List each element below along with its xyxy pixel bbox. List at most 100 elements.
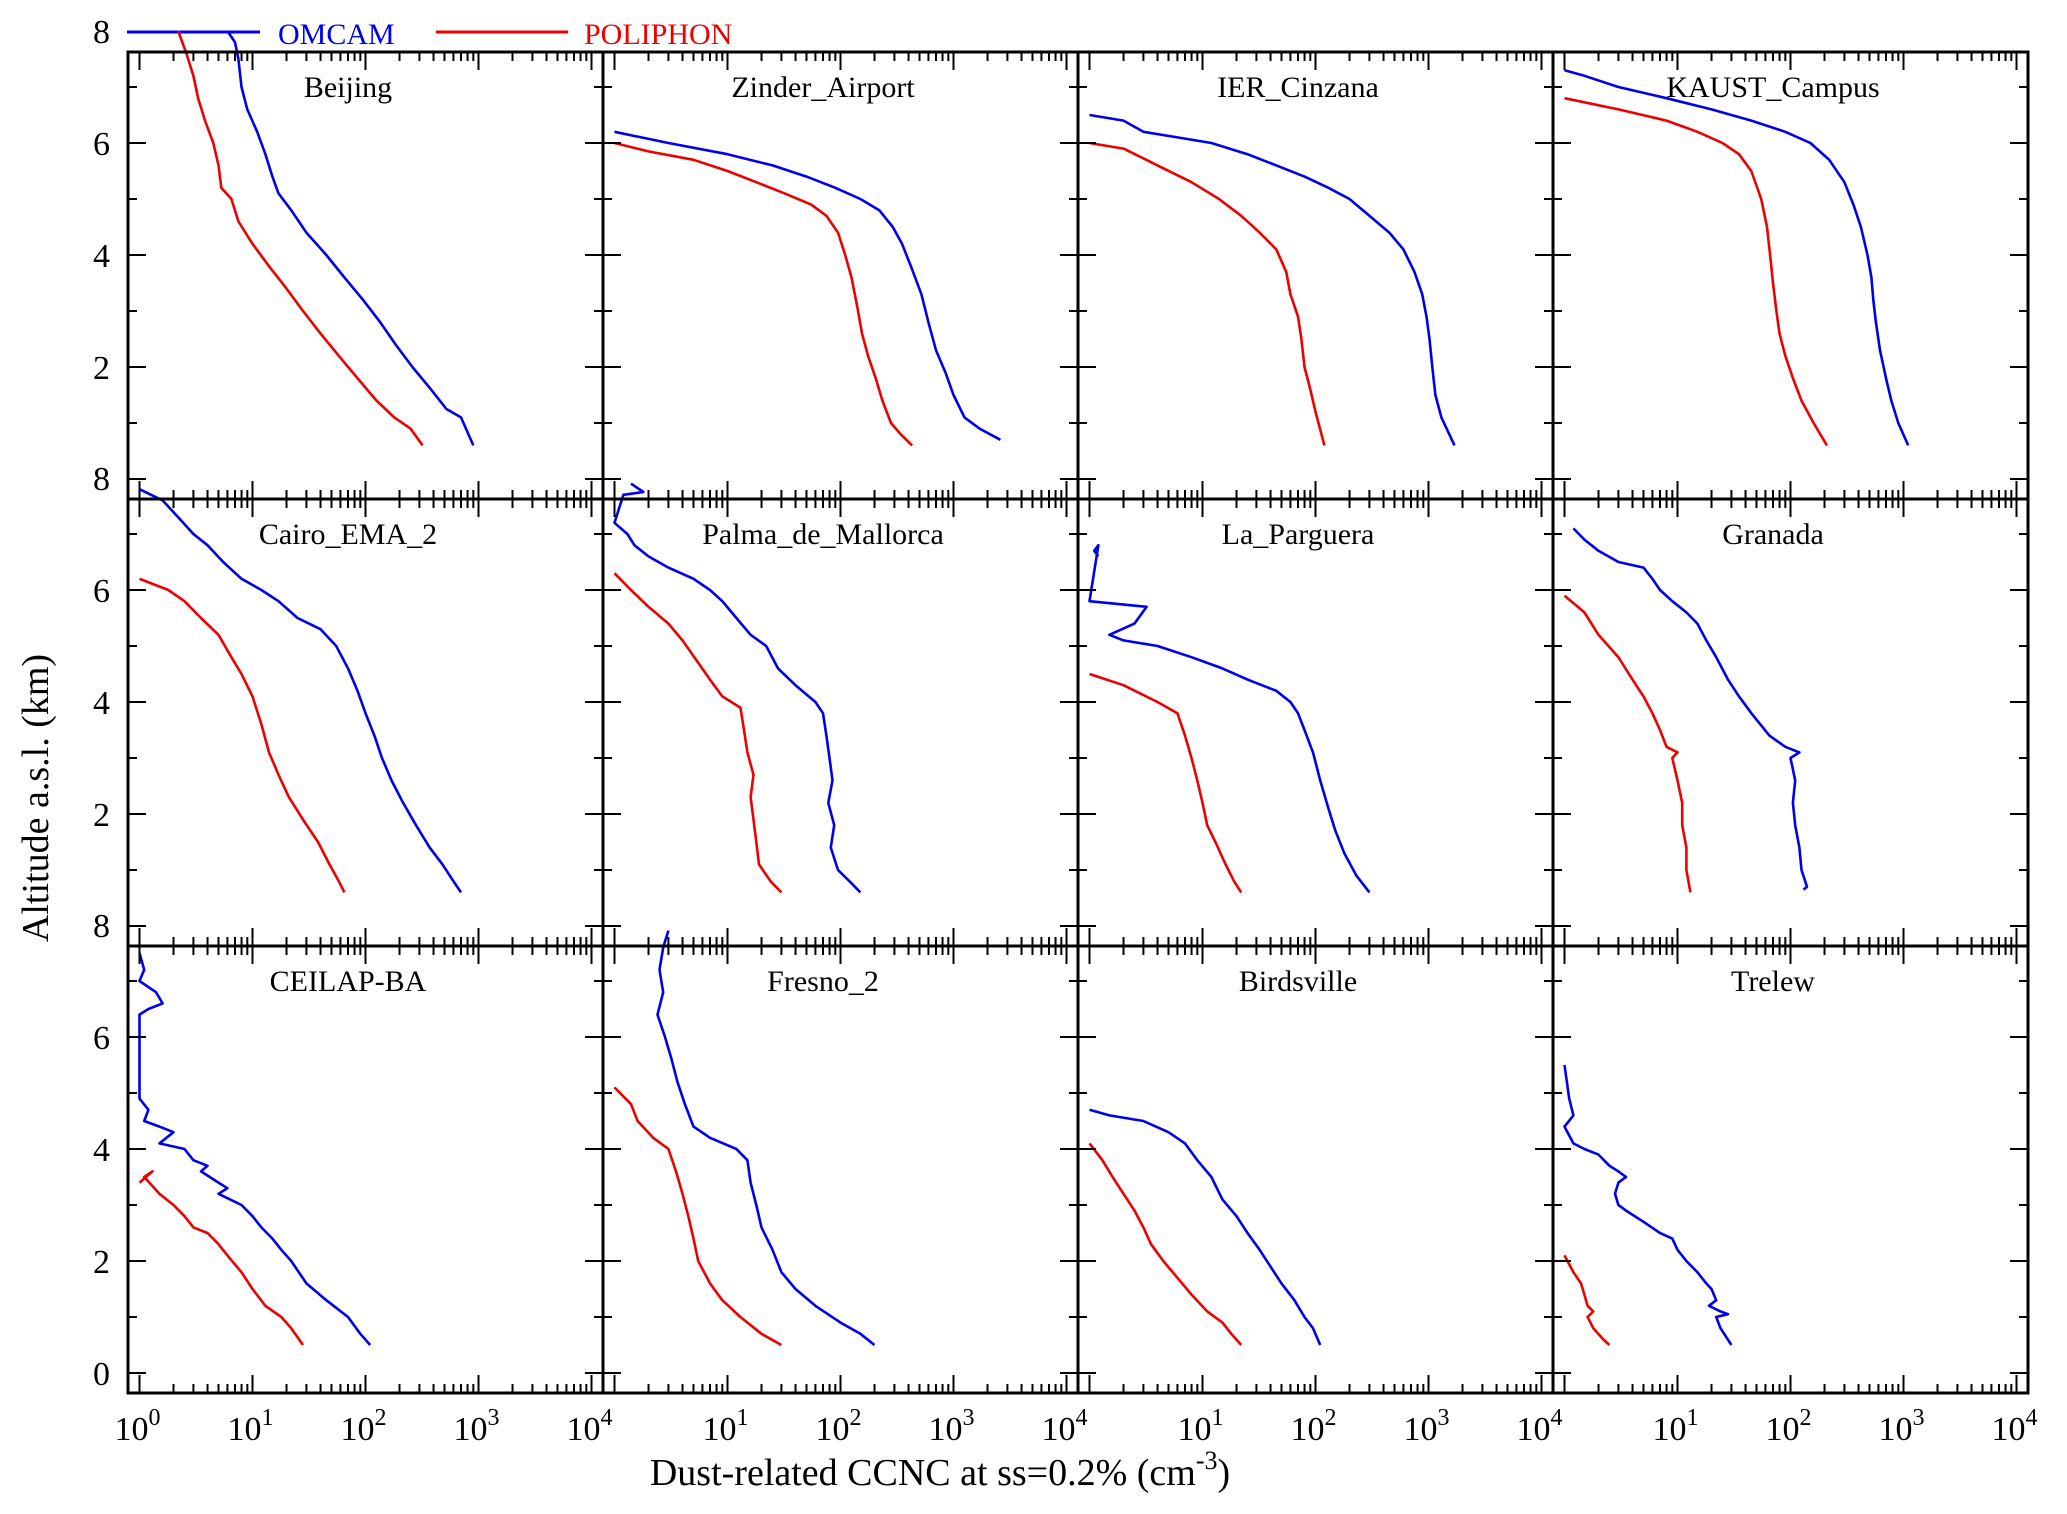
panel-title: Birdsville (1239, 965, 1357, 998)
series-omcam (1089, 1108, 1322, 1346)
legend-omcam-label: OMCAM (278, 18, 395, 51)
x-tick-base: 10 (1653, 1411, 1687, 1448)
series-omcam (613, 482, 862, 894)
x-tick-exp: 3 (1913, 1405, 1925, 1431)
x-tick-base: 10 (228, 1411, 262, 1448)
x-tick-label: 103 (1879, 1405, 1925, 1448)
series-omcam (614, 130, 1002, 441)
panel-title: Beijing (304, 71, 392, 104)
x-tick-base: 10 (454, 1411, 488, 1448)
x-axis-title-main: Dust-related CCNC at ss=0.2% (cm (650, 1452, 1196, 1494)
x-tick-label: 102 (1766, 1405, 1812, 1448)
series-poliphon (138, 1170, 305, 1346)
panel-title: Cairo_EMA_2 (259, 518, 437, 551)
series-poliphon (1089, 672, 1243, 894)
panel-title: Palma_de_Mallorca (702, 518, 944, 551)
x-tick-exp: 1 (1212, 1405, 1224, 1431)
legend: OMCAM POLIPHON (127, 18, 732, 51)
x-axis-title-sup: -3 (1196, 1446, 1218, 1475)
series-omcam (226, 30, 475, 446)
x-tick-label: 101 (1178, 1405, 1224, 1448)
x-tick-label: 104 (1042, 1405, 1088, 1448)
series-omcam (138, 952, 372, 1346)
x-tick-label: 103 (929, 1405, 975, 1448)
x-tick-exp: 1 (262, 1405, 274, 1431)
x-tick-exp: 3 (488, 1405, 500, 1431)
x-tick-label: 104 (567, 1405, 613, 1448)
x-tick-exp: 2 (850, 1405, 862, 1431)
panel-title: Zinder_Airport (731, 71, 915, 104)
y-tick-label: 4 (93, 685, 110, 722)
panels: Beijing Zinder_Airport IER_Cinzana KAUST_Ca… (126, 30, 2030, 1395)
x-tick-base: 10 (1517, 1411, 1551, 1448)
x-tick-exp: 4 (1551, 1405, 1563, 1431)
x-tick-label: 101 (703, 1405, 749, 1448)
panel-frame (1551, 944, 2030, 1395)
panel-title: Fresno_2 (767, 965, 879, 998)
x-tick-exp: 2 (375, 1405, 387, 1431)
series-poliphon (1563, 594, 1692, 893)
series-poliphon (1088, 1142, 1243, 1346)
panel-trelew: Trelew (1551, 944, 2030, 1395)
x-tick-base: 10 (1879, 1411, 1913, 1448)
panel-title: Granada (1722, 518, 1824, 551)
y-tick-label: 2 (93, 350, 110, 387)
panel-title: IER_Cinzana (1217, 71, 1379, 104)
x-tick-label: 102 (341, 1405, 387, 1448)
x-tick-base: 10 (1992, 1411, 2026, 1448)
series-poliphon (1564, 96, 1829, 447)
panel-title: Trelew (1731, 965, 1815, 998)
y-tick-label: 4 (93, 1132, 110, 1169)
panel-title: CEILAP-BA (270, 965, 427, 998)
x-tick-exp: 4 (601, 1405, 613, 1431)
y-tick-label: 6 (93, 126, 110, 163)
x-tick-exp: 1 (1687, 1405, 1699, 1431)
panel-palma-de-mallorca: Palma_de_Mallorca (601, 482, 1080, 948)
y-tick-label: 0 (93, 1356, 110, 1393)
x-tick-exp: 1 (737, 1405, 749, 1431)
x-axis-title: Dust-related CCNC at ss=0.2% (cm-3) (650, 1446, 1230, 1494)
y-tick-label: 6 (93, 1020, 110, 1057)
series-poliphon (1563, 1254, 1611, 1346)
series-omcam (1089, 113, 1456, 446)
x-tick-base: 10 (1766, 1411, 1800, 1448)
series-omcam (1572, 527, 1809, 891)
y-tick-label: 8 (93, 908, 110, 945)
x-tick-label: 102 (816, 1405, 862, 1448)
x-tick-base: 10 (1042, 1411, 1076, 1448)
y-tick-label: 6 (93, 573, 110, 610)
panel-title: La_Parguera (1222, 518, 1375, 551)
x-tick-base: 10 (115, 1411, 149, 1448)
y-tick-label: 2 (93, 1244, 110, 1281)
x-axis-title-close: ) (1217, 1452, 1230, 1494)
y-tick-label: 8 (93, 14, 110, 51)
x-tick-base: 10 (816, 1411, 850, 1448)
x-tick-base: 10 (1178, 1411, 1212, 1448)
y-tick-label: 4 (93, 238, 110, 275)
x-tick-label: 103 (1404, 1405, 1450, 1448)
y-tick-label: 2 (93, 797, 110, 834)
x-tick-base: 10 (567, 1411, 601, 1448)
x-tick-exp: 2 (1325, 1405, 1337, 1431)
x-tick-label: 101 (1653, 1405, 1699, 1448)
x-tick-exp: 4 (1076, 1405, 1088, 1431)
x-tick-base: 10 (1291, 1411, 1325, 1448)
x-tick-exp: 4 (2026, 1405, 2038, 1431)
panel-title: KAUST_Campus (1666, 71, 1879, 104)
x-tick-label: 104 (1992, 1405, 2038, 1448)
x-tick-base: 10 (703, 1411, 737, 1448)
series-poliphon (176, 30, 424, 447)
series-omcam (1564, 68, 1910, 446)
x-tick-label: 101 (228, 1405, 274, 1448)
series-omcam (656, 930, 876, 1347)
series-poliphon (1089, 141, 1326, 446)
series-poliphon (139, 577, 346, 893)
series-poliphon (613, 572, 783, 894)
series-omcam (1088, 543, 1371, 894)
x-tick-exp: 2 (1800, 1405, 1812, 1431)
series-poliphon (613, 1086, 783, 1347)
x-tick-base: 10 (929, 1411, 963, 1448)
panel-zinder-airport: Zinder_Airport (601, 50, 1080, 501)
x-tick-exp: 0 (149, 1405, 161, 1431)
